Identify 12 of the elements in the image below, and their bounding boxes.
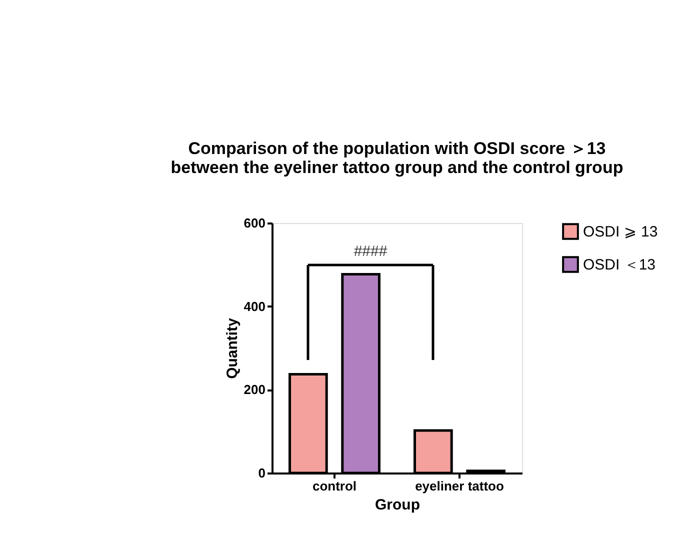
chart-title: Comparison of the population with OSDI score ＞13 between the eyeliner tattoo group and the control group xyxy=(170,139,624,177)
y-tick-label: 200 xyxy=(244,382,266,398)
x-tick-label: eyeliner tattoo xyxy=(415,478,504,494)
y-tick-label: 0 xyxy=(258,466,266,480)
annotation: #### xyxy=(354,243,388,260)
y-axis-title: Quantity xyxy=(224,317,241,379)
x-axis-title: Group xyxy=(375,496,420,514)
legend-label: OSDI ⩾ 13 xyxy=(583,224,658,240)
y-tick-label: 400 xyxy=(244,298,266,314)
y-tick-label: 600 xyxy=(244,216,266,230)
legend-label: OSDI ＜13 xyxy=(583,256,656,274)
x-tick-label: control xyxy=(312,478,357,494)
